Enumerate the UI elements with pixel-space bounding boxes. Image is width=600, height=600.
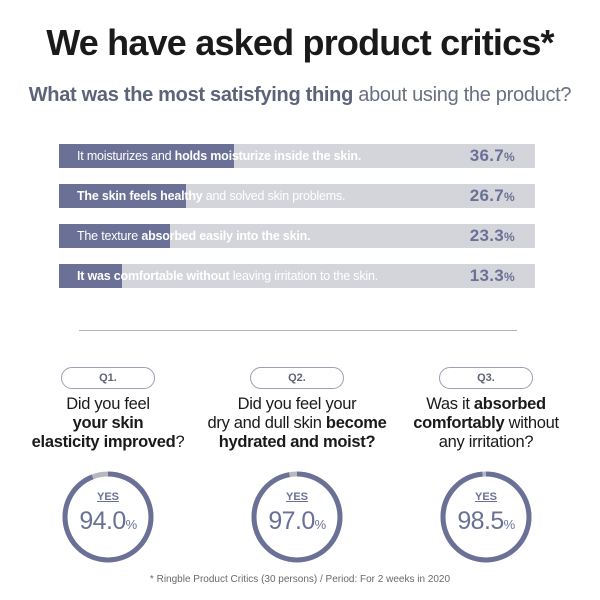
donut-yes-label: YES bbox=[96, 491, 119, 503]
donut-value: 97.0% bbox=[249, 507, 345, 536]
donut-ring bbox=[62, 471, 154, 563]
bar-label-part: It moisturizes and bbox=[77, 149, 175, 163]
donut-ring bbox=[440, 471, 532, 563]
question-line: comfortably without bbox=[386, 414, 586, 433]
question-line: Did you feel your bbox=[197, 395, 397, 414]
bar-value-percent: % bbox=[504, 150, 515, 164]
question-line-part: ? bbox=[175, 433, 185, 451]
section-divider bbox=[79, 330, 517, 331]
question-1: Q1. Did you feel your skin elasticity impro… bbox=[8, 367, 208, 452]
bar-value: 26.7% bbox=[470, 184, 515, 209]
bar-value: 36.7% bbox=[470, 144, 515, 169]
question-line: hydrated and moist? bbox=[197, 433, 397, 452]
bar-label-part: leaving irritation to the skin. bbox=[229, 269, 378, 283]
donut-value: 98.5% bbox=[438, 507, 534, 536]
bar-label-part: and solved skin problems. bbox=[202, 189, 346, 203]
donut-value-number: 97.0 bbox=[268, 507, 315, 535]
question-line-part: any irritation? bbox=[438, 433, 534, 451]
bar-row: The skin feels healthy and solved skin p… bbox=[59, 184, 535, 208]
bar-value-percent: % bbox=[504, 230, 515, 244]
bar-row: The texture absorbed easily into the ski… bbox=[59, 224, 535, 248]
bar-fill bbox=[59, 184, 187, 208]
question-badge: Q1. bbox=[61, 367, 155, 389]
bar-value-percent: % bbox=[504, 270, 515, 284]
donut-value-percent: % bbox=[314, 517, 327, 532]
bar-label: The texture absorbed easily into the ski… bbox=[77, 224, 311, 248]
donut-chart-3: YES 98.5% bbox=[438, 469, 534, 565]
donut-chart-1: YES 94.0% bbox=[60, 469, 156, 565]
bar-row: It moisturizes and holds moisturize insi… bbox=[59, 144, 535, 168]
donut-arc bbox=[440, 471, 532, 563]
question-2: Q2. Did you feel your dry and dull skin be… bbox=[197, 367, 397, 452]
donut-arc bbox=[62, 471, 154, 563]
bar-label-part: The skin feels healthy bbox=[77, 189, 203, 203]
question-line-part: comfortably bbox=[413, 414, 505, 432]
question-3: Q3. Was it absorbed comfortably without any… bbox=[386, 367, 586, 452]
question-line-part: Did you feel your bbox=[237, 395, 357, 413]
bar-value-percent: % bbox=[504, 190, 515, 204]
question-text: Was it absorbed comfortably without any ir… bbox=[386, 395, 586, 452]
donut-value-number: 94.0 bbox=[79, 507, 126, 535]
question-line-part: hydrated and moist? bbox=[218, 433, 376, 451]
question-line-part: Did you feel bbox=[66, 395, 150, 413]
bar-value-number: 13.3 bbox=[469, 266, 505, 285]
satisfaction-bar-chart: It moisturizes and holds moisturize insi… bbox=[59, 144, 535, 304]
bar-value: 13.3% bbox=[470, 264, 515, 289]
bar-value: 23.3% bbox=[470, 224, 515, 249]
question-line-part: without bbox=[504, 414, 559, 432]
donut-value: 94.0% bbox=[60, 507, 156, 536]
donut-value-percent: % bbox=[503, 517, 516, 532]
subtitle-bold: What was the most satisfying thing bbox=[28, 84, 354, 106]
bar-value-number: 36.7 bbox=[469, 146, 505, 165]
question-text: Did you feel your dry and dull skin becom… bbox=[197, 395, 397, 452]
bar-row: It was comfortable without leaving irrit… bbox=[59, 264, 535, 288]
question-line-part: Was it bbox=[426, 395, 474, 413]
question-line: Was it absorbed bbox=[386, 395, 586, 414]
bar-label-part: absorbed easily into the skin. bbox=[141, 229, 311, 243]
bar-label: It moisturizes and holds moisturize insi… bbox=[77, 144, 361, 168]
bar-fill bbox=[59, 144, 234, 168]
donut-value-number: 98.5 bbox=[457, 507, 504, 535]
footnote: * Ringble Product Critics (30 persons) /… bbox=[149, 574, 451, 585]
question-line-part: become bbox=[325, 414, 387, 432]
page-subtitle: What was the most satisfying thing about… bbox=[0, 84, 600, 107]
question-line-part: elasticity improved bbox=[31, 433, 176, 451]
question-line-part: dry and dull skin bbox=[207, 414, 326, 432]
question-line: elasticity improved? bbox=[8, 433, 208, 452]
question-line: any irritation? bbox=[386, 433, 586, 452]
bar-label-part: holds moisturize inside the skin. bbox=[174, 149, 362, 163]
question-line: Did you feel bbox=[8, 395, 208, 414]
donut-yes-label: YES bbox=[285, 491, 308, 503]
donut-value-percent: % bbox=[125, 517, 138, 532]
donut-arc bbox=[251, 471, 343, 563]
page-title: We have asked product critics* bbox=[46, 22, 554, 63]
bar-value-number: 23.3 bbox=[469, 226, 505, 245]
bar-label: It was comfortable without leaving irrit… bbox=[77, 264, 378, 288]
donut-yes-label: YES bbox=[474, 491, 497, 503]
bar-label-part: It was comfortable without bbox=[77, 269, 230, 283]
donut-chart-2: YES 97.0% bbox=[249, 469, 345, 565]
donut-ring bbox=[251, 471, 343, 563]
question-text: Did you feel your skin elasticity improved… bbox=[8, 395, 208, 452]
subtitle-rest: about using the product? bbox=[353, 84, 572, 106]
question-line: dry and dull skin become bbox=[197, 414, 397, 433]
question-badge: Q3. bbox=[439, 367, 533, 389]
question-line-part: absorbed bbox=[473, 395, 546, 413]
bar-label: The skin feels healthy and solved skin p… bbox=[77, 184, 346, 208]
bar-label-part: The texture bbox=[77, 229, 142, 243]
question-line: your skin bbox=[8, 414, 208, 433]
question-line-part: your skin bbox=[72, 414, 144, 432]
bar-fill bbox=[59, 224, 170, 248]
question-badge: Q2. bbox=[250, 367, 344, 389]
bar-value-number: 26.7 bbox=[469, 186, 505, 205]
bar-fill bbox=[59, 264, 123, 288]
